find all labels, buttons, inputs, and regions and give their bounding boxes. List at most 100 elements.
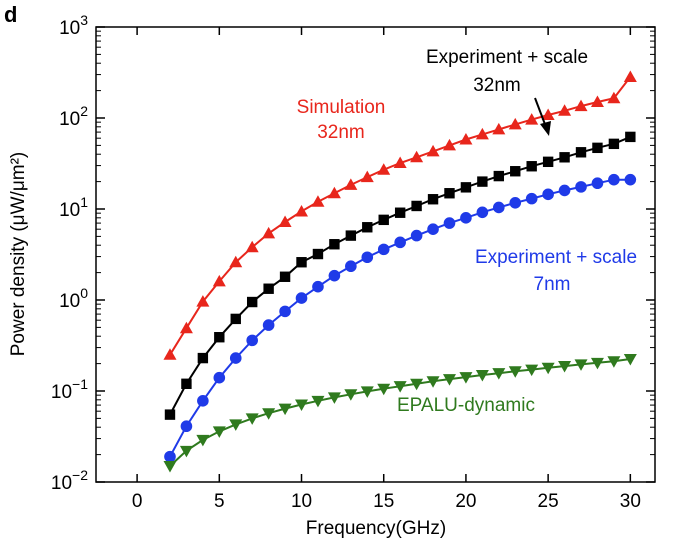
data-point bbox=[344, 389, 358, 401]
data-point bbox=[262, 226, 276, 239]
data-point bbox=[574, 99, 588, 112]
data-point bbox=[574, 359, 588, 371]
data-point bbox=[345, 260, 357, 273]
data-point bbox=[344, 178, 358, 190]
data-point bbox=[542, 188, 554, 201]
data-point bbox=[394, 207, 406, 218]
data-point bbox=[459, 133, 473, 145]
data-point bbox=[196, 295, 210, 307]
data-point bbox=[590, 357, 604, 370]
data-point bbox=[278, 215, 292, 227]
x-tick-label: 0 bbox=[132, 491, 143, 512]
y-tick-label: 103 bbox=[59, 12, 88, 39]
data-point bbox=[212, 274, 226, 287]
data-point bbox=[345, 230, 357, 241]
data-point bbox=[492, 122, 506, 135]
data-point bbox=[459, 372, 473, 384]
data-point bbox=[575, 181, 587, 193]
x-tick-label: 25 bbox=[538, 491, 559, 512]
plot-frame bbox=[95, 26, 656, 483]
data-point bbox=[624, 173, 637, 186]
data-point bbox=[163, 348, 177, 360]
data-point bbox=[279, 305, 291, 318]
data-point bbox=[559, 152, 570, 163]
data-point bbox=[393, 156, 407, 169]
y-axis: 10−2 10−1 100 101 102 103 bbox=[51, 12, 655, 494]
data-point bbox=[558, 361, 572, 373]
data-point bbox=[607, 356, 621, 368]
y-axis-label: Power density (μW/μm²) bbox=[8, 152, 29, 357]
data-point bbox=[377, 383, 391, 396]
series-layer bbox=[163, 70, 637, 473]
data-point bbox=[394, 236, 406, 249]
x-tick-label: 5 bbox=[214, 491, 225, 512]
data-point bbox=[426, 376, 440, 388]
data-point bbox=[196, 434, 210, 447]
data-point bbox=[460, 182, 472, 193]
data-point bbox=[509, 196, 522, 209]
data-point bbox=[213, 371, 226, 384]
data-point bbox=[427, 194, 439, 205]
data-point bbox=[590, 95, 604, 107]
y-tick-label: 102 bbox=[59, 103, 88, 130]
series-triangle-up bbox=[163, 70, 637, 360]
data-point bbox=[262, 319, 275, 331]
data-point bbox=[508, 366, 522, 378]
data-point bbox=[312, 280, 324, 293]
data-point bbox=[591, 177, 604, 190]
data-point bbox=[295, 292, 308, 304]
annotation-exp32-line1: Experiment + scale bbox=[426, 47, 588, 68]
data-point bbox=[541, 362, 555, 375]
data-point bbox=[295, 204, 309, 217]
annotation-simulation-line1: Simulation bbox=[297, 97, 386, 118]
data-point bbox=[393, 381, 407, 393]
data-point bbox=[279, 271, 291, 282]
data-point bbox=[262, 408, 276, 420]
data-point bbox=[179, 445, 193, 458]
data-point bbox=[443, 217, 456, 229]
data-point bbox=[525, 364, 539, 377]
data-point bbox=[360, 170, 374, 183]
data-point bbox=[526, 161, 537, 172]
data-point bbox=[295, 399, 309, 412]
data-point bbox=[442, 138, 456, 151]
data-point bbox=[510, 166, 521, 177]
data-point bbox=[542, 156, 554, 168]
data-point bbox=[164, 450, 176, 463]
data-point bbox=[197, 352, 209, 364]
data-point bbox=[179, 321, 193, 334]
data-point bbox=[493, 170, 505, 182]
data-point bbox=[181, 378, 192, 389]
data-point bbox=[329, 239, 340, 250]
data-point bbox=[525, 192, 538, 205]
plot-area-border bbox=[95, 26, 656, 483]
data-point bbox=[476, 206, 489, 219]
data-point bbox=[442, 374, 456, 386]
data-point bbox=[426, 144, 440, 157]
x-tick-label: 10 bbox=[291, 491, 312, 512]
series-circle bbox=[164, 173, 637, 463]
data-point bbox=[180, 420, 193, 433]
data-point bbox=[377, 243, 390, 256]
annotation-exp7-line2: 7nm bbox=[534, 274, 571, 295]
data-point bbox=[427, 223, 439, 235]
data-point bbox=[410, 150, 424, 163]
series-triangle-down bbox=[163, 353, 637, 473]
data-point bbox=[493, 201, 505, 214]
data-point bbox=[246, 296, 258, 308]
data-point bbox=[164, 409, 176, 420]
data-point bbox=[558, 104, 572, 116]
data-point bbox=[327, 186, 341, 199]
data-point bbox=[525, 113, 539, 125]
data-point bbox=[245, 413, 259, 425]
data-point bbox=[230, 313, 241, 325]
x-tick-label: 15 bbox=[373, 491, 394, 512]
data-point bbox=[360, 386, 374, 398]
data-point bbox=[508, 117, 522, 130]
data-point bbox=[608, 138, 620, 150]
data-point bbox=[311, 395, 325, 408]
data-point bbox=[623, 353, 637, 366]
data-point bbox=[444, 188, 455, 199]
data-point bbox=[623, 70, 637, 83]
